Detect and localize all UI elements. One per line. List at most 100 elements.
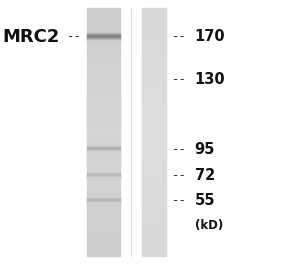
Bar bbox=[87, 244, 119, 245]
Bar bbox=[142, 231, 166, 233]
Bar bbox=[87, 144, 119, 146]
Bar bbox=[87, 219, 119, 220]
Text: 95: 95 bbox=[195, 142, 215, 157]
Bar bbox=[87, 12, 119, 13]
Bar bbox=[142, 218, 166, 219]
Text: 130: 130 bbox=[195, 72, 225, 87]
Bar bbox=[142, 177, 166, 178]
Bar bbox=[142, 23, 166, 24]
Bar bbox=[87, 97, 119, 98]
Bar bbox=[87, 13, 119, 14]
Bar bbox=[87, 130, 119, 131]
Bar bbox=[142, 215, 166, 216]
Bar bbox=[142, 199, 166, 200]
Bar bbox=[142, 137, 166, 138]
Bar bbox=[142, 168, 166, 169]
Bar bbox=[87, 224, 119, 225]
Bar bbox=[87, 8, 119, 9]
Bar bbox=[142, 109, 166, 110]
Bar bbox=[87, 213, 119, 214]
Bar bbox=[142, 63, 166, 64]
Bar bbox=[87, 121, 119, 122]
Bar bbox=[142, 28, 166, 29]
Bar bbox=[142, 167, 166, 168]
Bar bbox=[142, 189, 166, 190]
Bar bbox=[142, 149, 166, 150]
Bar bbox=[142, 130, 166, 131]
Bar bbox=[87, 24, 119, 25]
Bar bbox=[142, 161, 166, 162]
Bar bbox=[142, 198, 166, 199]
Bar bbox=[87, 233, 119, 234]
Bar bbox=[87, 92, 119, 93]
Text: MRC2: MRC2 bbox=[3, 28, 60, 46]
Bar bbox=[142, 56, 166, 58]
Bar bbox=[142, 91, 166, 92]
Bar bbox=[87, 39, 119, 40]
Bar bbox=[142, 98, 166, 100]
Bar bbox=[87, 82, 119, 84]
Bar bbox=[87, 46, 119, 48]
Bar bbox=[142, 138, 166, 139]
Text: --: -- bbox=[172, 169, 187, 182]
Bar bbox=[142, 36, 166, 38]
Bar bbox=[142, 206, 166, 208]
Bar bbox=[142, 162, 166, 163]
Bar bbox=[87, 252, 119, 254]
Bar bbox=[142, 69, 166, 70]
Bar bbox=[87, 115, 119, 116]
Bar bbox=[87, 137, 119, 138]
Bar bbox=[142, 113, 166, 115]
Text: --: -- bbox=[67, 30, 82, 44]
Bar bbox=[87, 113, 119, 115]
Bar bbox=[87, 234, 119, 235]
Bar bbox=[142, 26, 166, 28]
Bar bbox=[142, 72, 166, 74]
Bar bbox=[87, 76, 119, 77]
Bar bbox=[142, 228, 166, 229]
Bar bbox=[142, 201, 166, 203]
Bar bbox=[142, 152, 166, 153]
Bar bbox=[142, 89, 166, 90]
Bar bbox=[87, 17, 119, 18]
Bar bbox=[87, 91, 119, 92]
Bar bbox=[142, 102, 166, 103]
Bar bbox=[87, 127, 119, 128]
Bar bbox=[87, 209, 119, 210]
Bar bbox=[87, 111, 119, 112]
Bar bbox=[87, 193, 119, 194]
Bar bbox=[142, 58, 166, 59]
Bar bbox=[142, 246, 166, 247]
Bar bbox=[142, 19, 166, 20]
Bar bbox=[87, 71, 119, 72]
Bar bbox=[87, 84, 119, 85]
Bar bbox=[87, 72, 119, 74]
Bar bbox=[87, 58, 119, 59]
Bar bbox=[142, 131, 166, 132]
Bar bbox=[87, 38, 119, 39]
Bar bbox=[142, 166, 166, 167]
Bar bbox=[142, 148, 166, 149]
Bar bbox=[87, 101, 119, 102]
Bar bbox=[87, 169, 119, 171]
Bar bbox=[142, 112, 166, 114]
Bar bbox=[142, 236, 166, 238]
Bar bbox=[87, 55, 119, 56]
Bar bbox=[142, 223, 166, 224]
Bar bbox=[87, 93, 119, 95]
Bar bbox=[87, 48, 119, 49]
Bar bbox=[87, 231, 119, 233]
Bar bbox=[142, 192, 166, 193]
Bar bbox=[87, 225, 119, 226]
Bar bbox=[142, 71, 166, 72]
Bar bbox=[87, 134, 119, 136]
Bar bbox=[142, 164, 166, 166]
Bar bbox=[142, 87, 166, 88]
Bar bbox=[87, 22, 119, 23]
Bar bbox=[142, 80, 166, 81]
Bar bbox=[87, 229, 119, 230]
Bar bbox=[142, 65, 166, 66]
Bar bbox=[87, 161, 119, 162]
Bar bbox=[87, 230, 119, 231]
Bar bbox=[142, 239, 166, 240]
